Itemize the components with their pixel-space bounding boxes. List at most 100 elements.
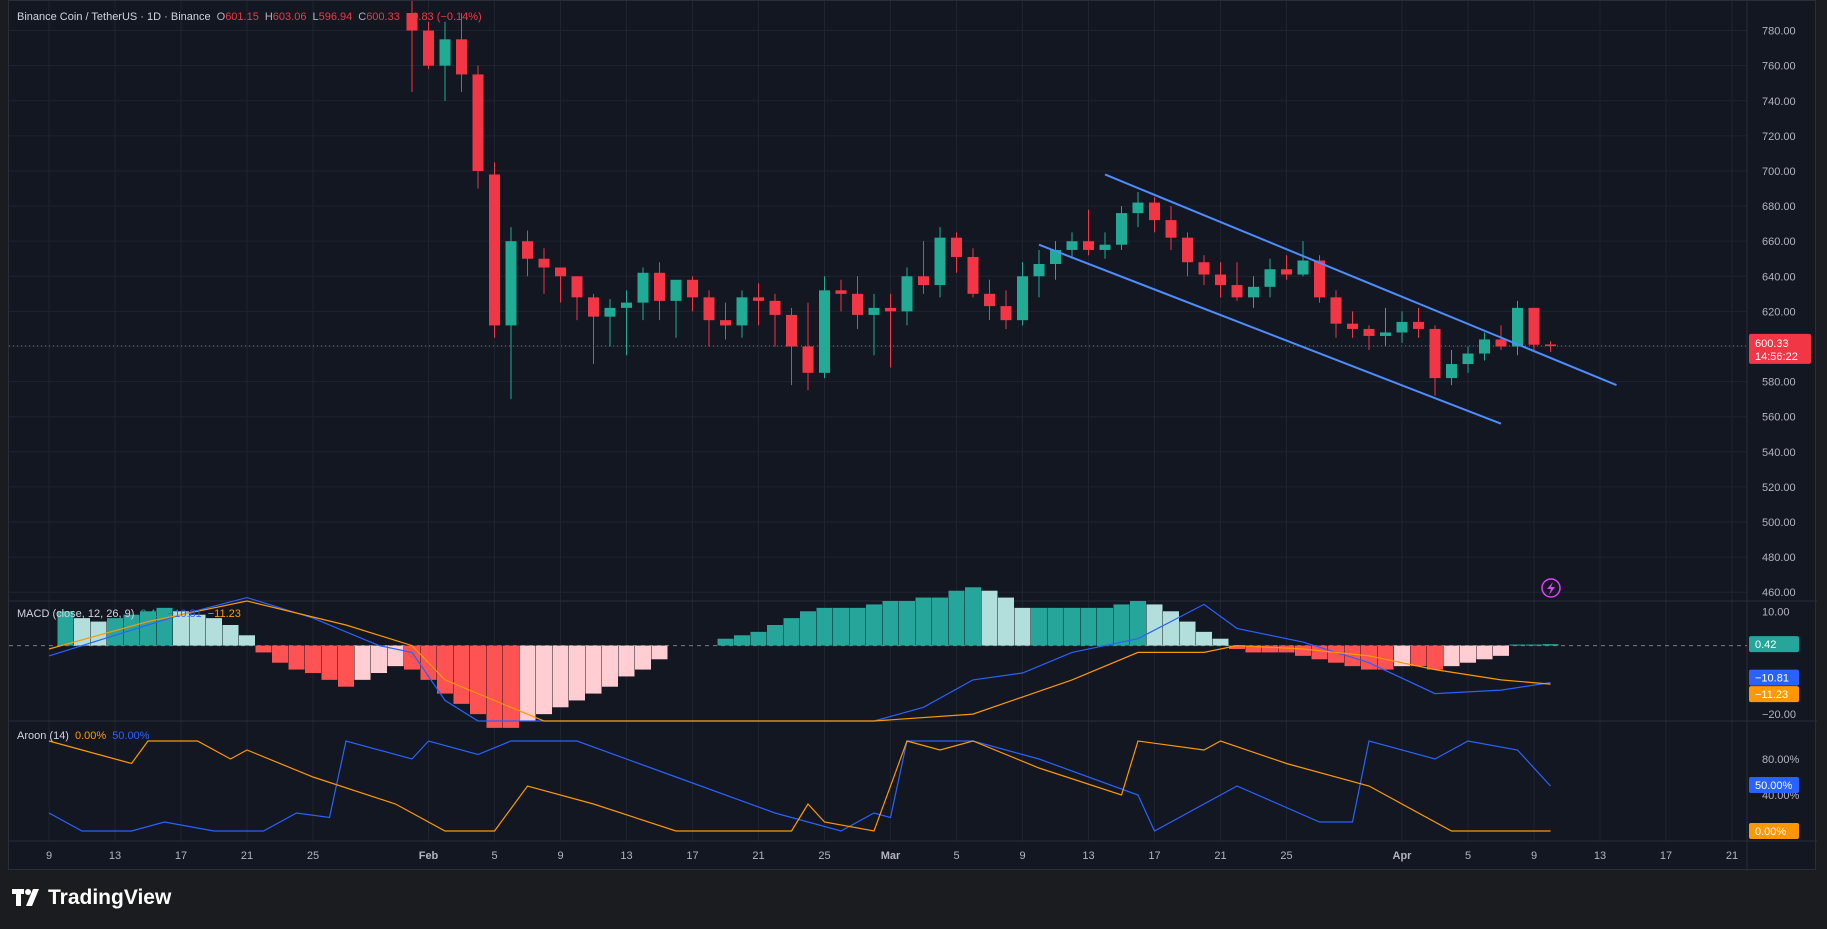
time-tick-label: 13	[1082, 850, 1094, 862]
macd-histogram-bar	[1014, 607, 1031, 646]
time-tick-label: 9	[1531, 850, 1537, 862]
macd-histogram-bar	[1493, 645, 1509, 656]
macd-histogram-bar	[387, 645, 404, 667]
macd-histogram-bar	[288, 645, 305, 670]
brand-footer[interactable]: TradingView	[12, 886, 171, 910]
time-tick-label: 21	[241, 850, 253, 862]
candle-body	[555, 267, 566, 277]
time-tick-label: 21	[1214, 850, 1226, 862]
time-tick-label: 21	[1726, 850, 1738, 862]
price-tag-countdown: 14:56:22	[1755, 351, 1798, 363]
macd-histogram-bar	[1526, 644, 1542, 646]
candle-body	[1446, 364, 1457, 379]
time-tick-label: 13	[620, 850, 632, 862]
candle-body	[1149, 202, 1160, 221]
macd-histogram-bar	[1443, 645, 1460, 667]
time-tick-label: 5	[1465, 850, 1471, 862]
candle-body	[1231, 285, 1243, 298]
macd-histogram-bar	[1328, 645, 1344, 663]
macd-histogram-bar	[602, 645, 618, 687]
macd-histogram-bar	[470, 645, 486, 715]
candle-body	[1347, 323, 1358, 329]
candle-body	[934, 237, 946, 286]
macd-histogram-bar	[1344, 645, 1361, 667]
close-value: 600.33	[366, 11, 400, 23]
macd-histogram-bar	[1113, 604, 1130, 646]
macd-histogram-bar	[1542, 644, 1559, 646]
candle-body	[654, 272, 665, 301]
aroon-title[interactable]: Aroon (14)	[17, 730, 69, 742]
price-tick-label: 660.00	[1762, 236, 1796, 248]
macd-histogram-bar	[1163, 611, 1179, 646]
lightning-alert-icon[interactable]	[1541, 578, 1561, 598]
time-tick-label: Apr	[1393, 850, 1413, 862]
candle-body	[1017, 276, 1028, 321]
time-tick-label: 17	[175, 850, 187, 862]
price-tick-label: 700.00	[1762, 166, 1796, 178]
macd-histogram-bar	[453, 645, 470, 704]
price-tick-label: 740.00	[1762, 96, 1796, 108]
candle-body	[967, 256, 979, 294]
candle-body	[1066, 241, 1078, 250]
chart-frame[interactable]: 460.00 480.00 500.00 520.00 540.00 560.00 580.…	[8, 0, 1817, 871]
chart-svg[interactable]: 460.00480.00500.00520.00540.00560.00580.…	[9, 0, 1817, 871]
time-tick-label: Feb	[419, 850, 439, 862]
candle-body	[1198, 262, 1210, 275]
time-tick-label: 25	[1280, 850, 1292, 862]
candle-body	[720, 320, 731, 326]
candle-body	[1545, 344, 1556, 346]
high-value: 603.06	[272, 11, 307, 23]
candle-body	[1099, 244, 1111, 250]
macd-histogram-bar	[1427, 645, 1443, 670]
macd-histogram-bar	[734, 635, 750, 646]
macd-histogram-bar	[569, 645, 585, 701]
macd-histogram-bar	[1377, 645, 1394, 670]
candle-body	[753, 297, 764, 301]
candle-body	[423, 30, 434, 66]
macd-histogram-bar	[767, 625, 783, 646]
macd-hist-tag: 0.42	[1749, 636, 1799, 653]
macd-histogram-bar	[536, 645, 552, 715]
macd-histogram-bar	[1361, 645, 1377, 670]
macd-histogram-bar	[503, 645, 519, 728]
candle-body	[670, 279, 682, 301]
time-tick-label: 13	[1594, 850, 1606, 862]
macd-histogram-bar	[998, 597, 1014, 646]
candle-body	[1000, 306, 1012, 321]
close-label: C	[358, 11, 367, 23]
macd-title[interactable]: MACD (close, 12, 26, 9)	[17, 608, 135, 620]
candle-body	[456, 39, 467, 75]
candle-body	[1396, 321, 1408, 333]
candle-body	[736, 297, 748, 326]
candle-body	[1297, 260, 1309, 275]
open-value: 601.15	[225, 11, 259, 23]
candle-body	[588, 297, 599, 317]
candle-body	[1512, 307, 1523, 347]
candle-body	[1479, 339, 1490, 354]
candle-body	[1033, 263, 1045, 277]
candle-body	[1083, 241, 1094, 250]
candle-body	[918, 276, 929, 286]
time-tick-label: 9	[1019, 850, 1025, 862]
macd-histogram-bar	[1229, 645, 1245, 649]
price-tick-label: 540.00	[1762, 447, 1796, 459]
candle-body	[1165, 220, 1177, 238]
macd-histogram-bar	[585, 645, 602, 694]
aroon-axis-label: 80.00%	[1762, 754, 1800, 766]
candle-body	[505, 241, 517, 326]
macd-histogram-bar	[486, 645, 503, 728]
candle-body	[522, 241, 533, 259]
macd-histogram-bar	[1146, 604, 1163, 646]
aroon-up-line	[48, 740, 1551, 832]
symbol-title[interactable]: Binance Coin / TetherUS · 1D · Binance	[17, 11, 211, 23]
candle-body	[687, 279, 698, 298]
macd-histogram-bar	[1097, 607, 1113, 646]
macd-histogram-bar	[717, 638, 734, 646]
macd-legend: MACD (close, 12, 26, 9) 0.42 −10.81 −11.…	[17, 608, 241, 620]
candles	[406, 0, 1556, 400]
candle-body	[1248, 286, 1259, 298]
macd-histogram-bar	[437, 645, 453, 694]
aroon-down-tag-bg	[1749, 777, 1799, 793]
candle-body	[951, 237, 962, 257]
